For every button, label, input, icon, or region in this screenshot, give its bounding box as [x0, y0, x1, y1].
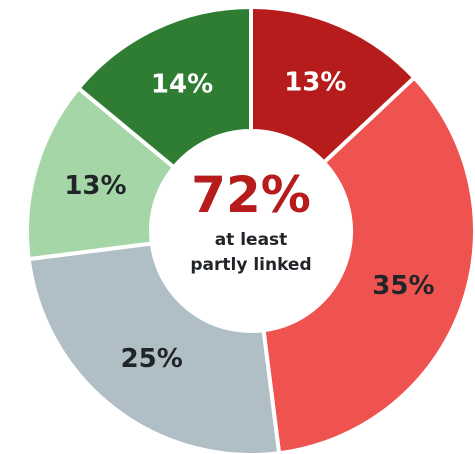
slice-label-3: 13% — [64, 171, 126, 201]
center-group: 72% at least partly linked — [190, 166, 311, 275]
slice-3 — [25, 85, 177, 262]
slice-4 — [75, 4, 253, 171]
center-caption-line-2: partly linked — [190, 255, 311, 275]
labels-group: 13% 35% 25% 13% 14% — [64, 67, 434, 374]
slice-1 — [261, 74, 475, 454]
slice-label-2: 25% — [121, 344, 183, 374]
slices-group — [25, 4, 475, 454]
slice-label-4: 14% — [151, 69, 213, 99]
slice-label-1: 35% — [372, 271, 434, 301]
slice-label-0: 13% — [284, 67, 346, 97]
center-caption-line-1: at least — [215, 230, 288, 250]
slice-2 — [26, 241, 282, 454]
slice-0 — [249, 4, 418, 166]
center-value: 72% — [191, 166, 311, 224]
